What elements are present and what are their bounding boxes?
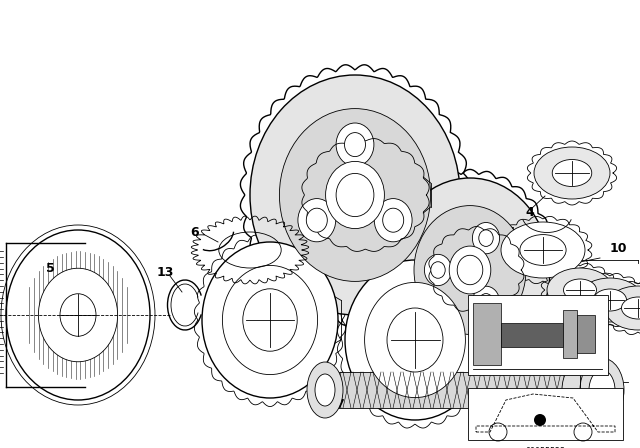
- Bar: [577, 315, 595, 353]
- Ellipse shape: [344, 133, 365, 157]
- Ellipse shape: [449, 246, 491, 294]
- Ellipse shape: [457, 255, 483, 285]
- Ellipse shape: [345, 260, 485, 420]
- Text: 11: 11: [547, 404, 564, 417]
- Ellipse shape: [60, 294, 96, 336]
- Ellipse shape: [414, 206, 526, 334]
- Ellipse shape: [562, 362, 598, 418]
- Ellipse shape: [472, 286, 500, 318]
- Ellipse shape: [307, 208, 327, 232]
- Text: 7: 7: [335, 399, 344, 412]
- Ellipse shape: [605, 286, 640, 330]
- Ellipse shape: [563, 279, 596, 301]
- Text: 5: 5: [45, 262, 54, 275]
- Ellipse shape: [250, 75, 460, 315]
- Bar: [501, 323, 563, 347]
- Ellipse shape: [580, 358, 624, 422]
- Text: 1: 1: [234, 262, 243, 275]
- Ellipse shape: [336, 173, 374, 216]
- Ellipse shape: [38, 268, 118, 362]
- Ellipse shape: [520, 235, 566, 265]
- Bar: [468, 295, 608, 375]
- Ellipse shape: [280, 108, 431, 281]
- Ellipse shape: [243, 289, 297, 351]
- Text: 4: 4: [525, 206, 534, 219]
- Ellipse shape: [387, 308, 443, 372]
- Text: 9: 9: [493, 266, 502, 279]
- Ellipse shape: [472, 223, 500, 254]
- Ellipse shape: [593, 289, 627, 311]
- Ellipse shape: [577, 278, 640, 322]
- Text: 8: 8: [426, 366, 435, 379]
- Ellipse shape: [298, 198, 336, 242]
- Text: 10: 10: [609, 241, 627, 254]
- Ellipse shape: [552, 159, 592, 186]
- Ellipse shape: [336, 123, 374, 166]
- Ellipse shape: [223, 265, 317, 375]
- Text: 3: 3: [394, 292, 403, 305]
- Ellipse shape: [315, 374, 335, 406]
- Text: 13: 13: [156, 266, 173, 279]
- Ellipse shape: [390, 178, 550, 362]
- Ellipse shape: [383, 208, 404, 232]
- Bar: [468, 388, 623, 440]
- Ellipse shape: [589, 370, 615, 410]
- Circle shape: [534, 414, 546, 426]
- Bar: [473, 303, 501, 365]
- Ellipse shape: [534, 147, 610, 199]
- Ellipse shape: [6, 230, 150, 400]
- Ellipse shape: [501, 222, 585, 278]
- Ellipse shape: [326, 161, 385, 228]
- Text: 2: 2: [303, 215, 312, 228]
- Ellipse shape: [431, 262, 445, 278]
- Ellipse shape: [202, 242, 338, 398]
- Ellipse shape: [479, 293, 493, 310]
- Text: 6: 6: [191, 225, 199, 238]
- Text: 14: 14: [508, 225, 525, 238]
- Ellipse shape: [374, 198, 412, 242]
- Ellipse shape: [307, 362, 343, 418]
- Bar: [325, 372, 580, 408]
- Ellipse shape: [547, 268, 613, 312]
- Ellipse shape: [479, 230, 493, 246]
- Text: 12: 12: [593, 404, 611, 417]
- Bar: [563, 310, 577, 358]
- Ellipse shape: [365, 282, 465, 397]
- Ellipse shape: [621, 297, 640, 319]
- Ellipse shape: [424, 254, 452, 286]
